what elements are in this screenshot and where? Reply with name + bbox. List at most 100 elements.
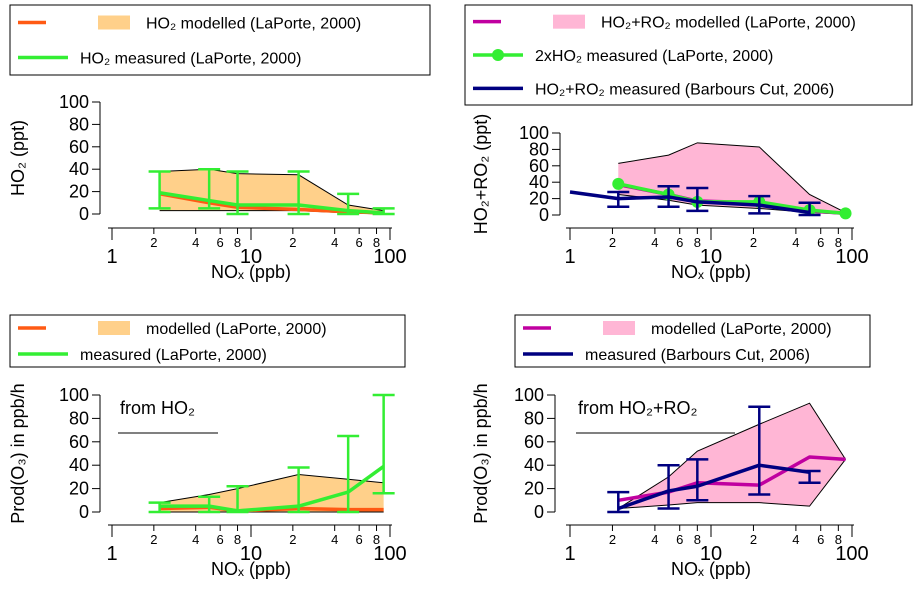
- model-band: [618, 403, 846, 509]
- y-tick-label: 20: [69, 479, 89, 499]
- y-tick-label: 40: [524, 455, 544, 475]
- legend-patch: [603, 321, 635, 335]
- error-bar: [287, 466, 310, 514]
- legend-marker: [492, 49, 504, 61]
- y-axis-label: HO₂ (ppt): [8, 120, 28, 196]
- x-tick-label: 6: [676, 235, 683, 250]
- x-tick-label: 8: [835, 532, 842, 547]
- x-tick-label: 8: [694, 532, 701, 547]
- error-bar: [226, 170, 249, 216]
- error-bar: [337, 192, 360, 216]
- x-tick-label: 2: [289, 235, 296, 250]
- y-tick-label: 20: [524, 479, 544, 499]
- annotation: from HO₂+RO₂: [578, 398, 698, 418]
- y-tick-label: 60: [524, 432, 544, 452]
- x-tick-label: 6: [356, 235, 363, 250]
- y-tick-label: 80: [524, 408, 544, 428]
- y-tick-label: 0: [79, 204, 89, 224]
- y-tick-label: 80: [69, 408, 89, 428]
- x-tick-label: 4: [331, 532, 338, 547]
- y-tick-label: 100: [514, 385, 544, 405]
- x-tick-label: 4: [331, 235, 338, 250]
- legend-label: HO₂+RO₂ modelled (LaPorte, 2000): [601, 15, 856, 32]
- x-tick-label: 100: [835, 246, 868, 268]
- y-tick-label: 40: [529, 172, 549, 192]
- x-tick-label: 6: [217, 532, 224, 547]
- legend-box: [514, 314, 871, 368]
- error-bar: [372, 393, 395, 495]
- series-line: [159, 190, 384, 215]
- y-tick-label: 60: [529, 156, 549, 176]
- legend-label: measured (LaPorte, 2000): [80, 347, 267, 364]
- legend-label: 2xHO₂ measured (LaPorte, 2000): [535, 48, 773, 65]
- x-tick-label: 4: [792, 532, 799, 547]
- x-tick-label: 10: [700, 543, 722, 565]
- y-tick-label: 0: [534, 502, 544, 522]
- x-tick-label: 8: [234, 532, 241, 547]
- y-tick-label: 20: [69, 182, 89, 202]
- x-tick-label: 6: [356, 532, 363, 547]
- legend-label: HO₂ modelled (LaPorte, 2000): [146, 16, 361, 33]
- error-bar: [372, 207, 395, 216]
- error-bar: [287, 170, 310, 216]
- x-tick-label: 2: [609, 235, 616, 250]
- error-bar: [607, 190, 630, 209]
- legend-label: HO₂+RO₂ measured (Barbours Cut, 2006): [535, 81, 834, 98]
- error-bar: [748, 194, 771, 215]
- legend-patch: [553, 14, 585, 29]
- x-tick-label: 1: [106, 246, 117, 268]
- y-tick-label: 100: [59, 385, 89, 405]
- x-tick-label: 6: [676, 532, 683, 547]
- x-tick-label: 4: [192, 235, 199, 250]
- x-axis-label: NOₓ (ppb): [671, 559, 751, 579]
- y-tick-label: 100: [59, 92, 89, 112]
- legend-box: [9, 4, 431, 76]
- y-tick-label: 20: [529, 189, 549, 209]
- error-bar: [798, 469, 821, 484]
- x-tick-label: 8: [835, 235, 842, 250]
- error-bar: [148, 501, 171, 514]
- x-tick-label: 10: [240, 543, 262, 565]
- error-bar: [337, 434, 360, 514]
- x-tick-label: 2: [609, 532, 616, 547]
- series-line: [159, 464, 385, 513]
- y-tick-label: 60: [69, 137, 89, 157]
- error-bar: [686, 186, 709, 213]
- marker: [612, 177, 625, 190]
- annotation: from HO₂: [120, 398, 195, 418]
- x-tick-label: 1: [564, 543, 575, 565]
- legend-box: [9, 314, 406, 368]
- y-tick-label: 60: [69, 432, 89, 452]
- x-axis-label: NOₓ (ppb): [211, 262, 291, 282]
- legend-patch: [98, 15, 130, 30]
- x-tick-label: 10: [700, 246, 722, 268]
- y-tick-label: 80: [69, 114, 89, 134]
- x-axis-label: NOₓ (ppb): [671, 262, 751, 282]
- x-tick-label: 1: [106, 543, 117, 565]
- y-axis-label: Prod(O₃) in ppb/h: [471, 383, 491, 523]
- error-bar: [607, 490, 630, 514]
- y-tick-label: 40: [69, 455, 89, 475]
- x-tick-label: 2: [750, 532, 757, 547]
- x-tick-label: 100: [373, 246, 406, 268]
- y-tick-label: 100: [519, 123, 549, 143]
- y-axis-label: Prod(O₃) in ppb/h: [8, 383, 28, 523]
- x-tick-label: 8: [373, 532, 380, 547]
- x-tick-label: 4: [792, 235, 799, 250]
- x-tick-label: 6: [817, 235, 824, 250]
- x-tick-label: 10: [240, 246, 262, 268]
- series-line: [569, 190, 810, 215]
- error-bar: [657, 463, 680, 510]
- x-axis-label: NOₓ (ppb): [211, 559, 291, 579]
- legend-label: HO₂ measured (LaPorte, 2000): [80, 51, 301, 68]
- x-tick-label: 2: [150, 532, 157, 547]
- x-tick-label: 4: [651, 532, 658, 547]
- x-tick-label: 100: [835, 543, 868, 565]
- legend-patch: [98, 321, 130, 335]
- marker: [839, 207, 852, 220]
- legend-box: [464, 4, 913, 106]
- error-bar: [686, 458, 709, 502]
- x-tick-label: 2: [750, 235, 757, 250]
- x-tick-label: 1: [564, 246, 575, 268]
